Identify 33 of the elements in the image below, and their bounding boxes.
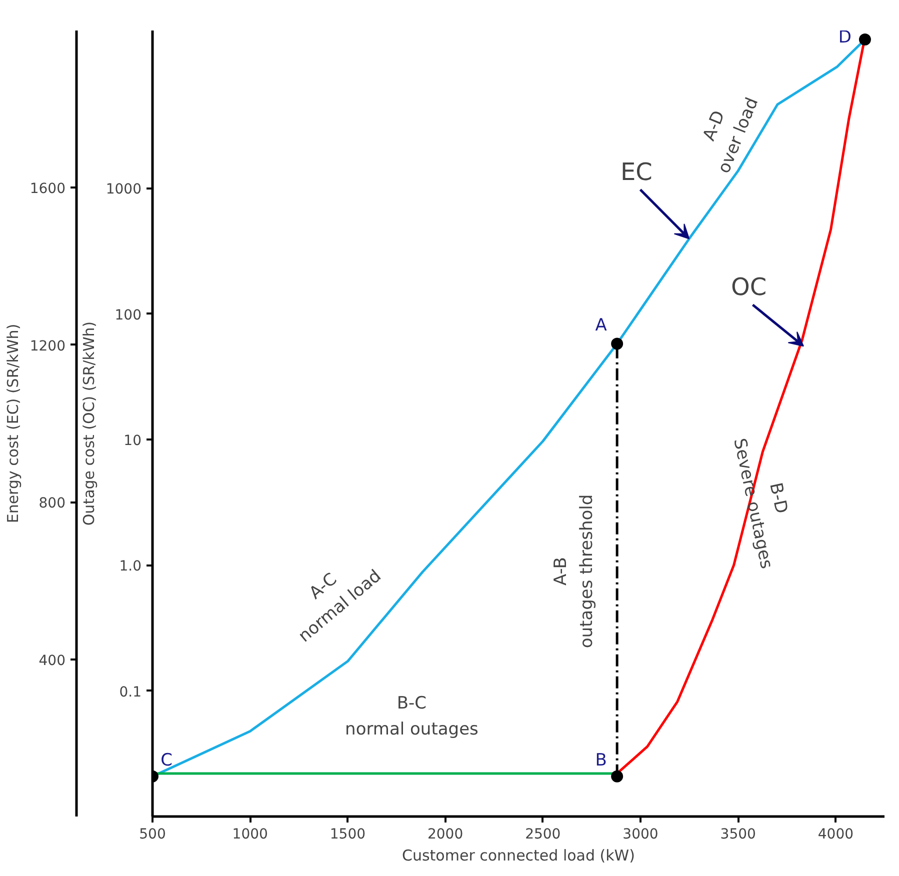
- y2-tick-label: 0.1: [119, 684, 142, 700]
- annotation: B-D Severe outages: [729, 436, 792, 571]
- annotation: A-D over load: [699, 94, 763, 176]
- annotation: D: [838, 28, 852, 48]
- x-tick-label: 2000: [427, 826, 464, 842]
- point: [611, 770, 624, 782]
- y-tick-label: 400: [38, 652, 66, 669]
- point: [858, 34, 871, 46]
- y2-axis-title: Outage cost (OC) (SR/kWh): [80, 321, 98, 526]
- y-tick-label: 1600: [30, 181, 66, 198]
- y-tick-label: 1200: [30, 338, 66, 354]
- x-tick-label: 4000: [818, 826, 854, 842]
- x-tick-label: 1500: [330, 826, 366, 842]
- x-tick-label: 3500: [720, 826, 756, 842]
- annotation: A-B outages threshold: [551, 494, 598, 648]
- annotation: OC: [731, 273, 767, 302]
- y-axis-title: Energy cost (EC) (SR/kWh): [4, 324, 22, 524]
- y-tick-label: 800: [38, 496, 66, 512]
- x-tick-label: 2500: [525, 826, 561, 842]
- y2-tick-label: 1.0: [119, 558, 142, 575]
- annotation: B: [595, 750, 607, 770]
- x-tick-label: 3000: [622, 826, 658, 842]
- annotation: C: [160, 750, 172, 770]
- x-tick-label: 1000: [232, 826, 268, 842]
- annotation: A: [595, 316, 608, 336]
- y2-tick-label: 100: [114, 307, 142, 324]
- annotation: B-C normal outages: [345, 693, 479, 740]
- annotation: EC: [620, 158, 652, 186]
- y2-tick-label: 1000: [106, 182, 142, 198]
- x-tick-label: 500: [139, 826, 166, 842]
- x-axis-title: Customer connected load (kW): [402, 846, 636, 864]
- point: [611, 338, 624, 350]
- y2-tick-label: 10: [124, 433, 142, 450]
